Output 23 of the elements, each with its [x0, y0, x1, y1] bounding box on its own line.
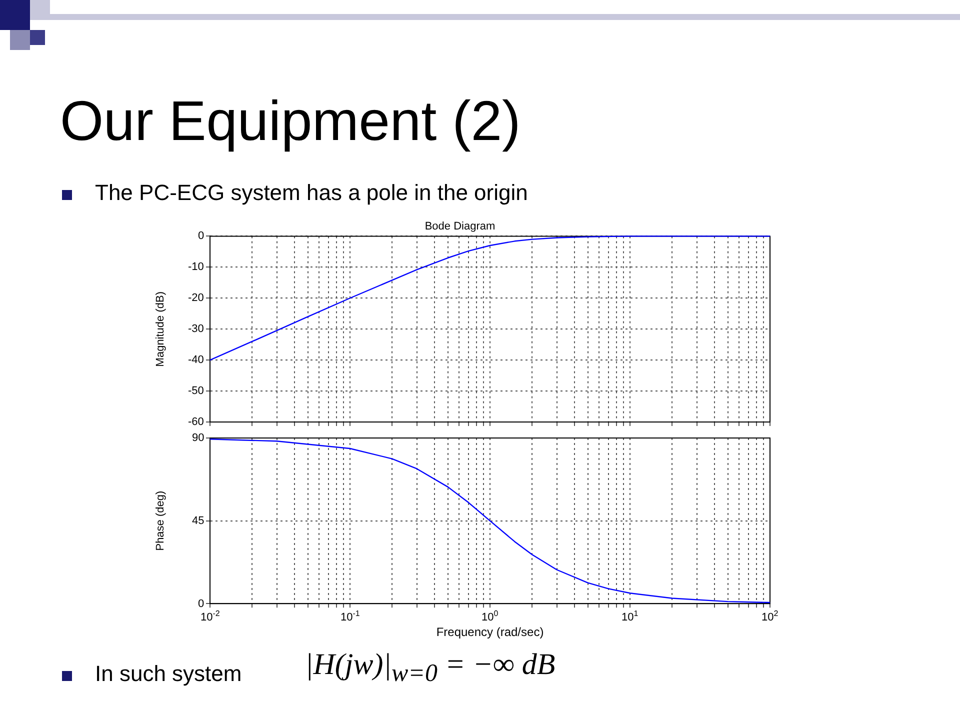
text: |H(jw)|$_{w=0}$ = −∞ dB: [305, 648, 556, 688]
x-tick-label: 10$^{1}$: [622, 608, 638, 624]
y-tick-label: -60: [188, 416, 204, 428]
y-tick-label: 0: [198, 598, 204, 610]
y-tick-label: -50: [188, 385, 204, 398]
x-tick-label: 10$^{-1}$: [340, 608, 360, 624]
y-axis-title: Phase (deg): [154, 490, 167, 551]
y-tick-label: -30: [188, 323, 204, 336]
text: The PC-ECG system has a pole in the origin: [95, 180, 528, 206]
x-tick-label: 10$^{0}$: [482, 608, 498, 624]
x-axis-title: Frequency (rad/sec): [436, 625, 544, 640]
y-tick-label: -40: [188, 354, 204, 366]
y-tick-label: -10: [188, 261, 204, 274]
text: In such system: [95, 661, 242, 687]
y-tick-label: 45: [192, 514, 204, 527]
text: Our Equipment (2): [60, 88, 521, 153]
y-tick-label: -20: [188, 292, 204, 304]
chart-title: Bode Diagram: [424, 220, 496, 233]
y-axis-title: Magnitude (dB): [154, 291, 167, 367]
x-tick-label: 10$^{-2}$: [200, 608, 220, 624]
y-tick-label: 0: [198, 230, 204, 242]
y-tick-label: 90: [192, 432, 204, 444]
x-tick-label: 10$^{2}$: [762, 608, 778, 624]
